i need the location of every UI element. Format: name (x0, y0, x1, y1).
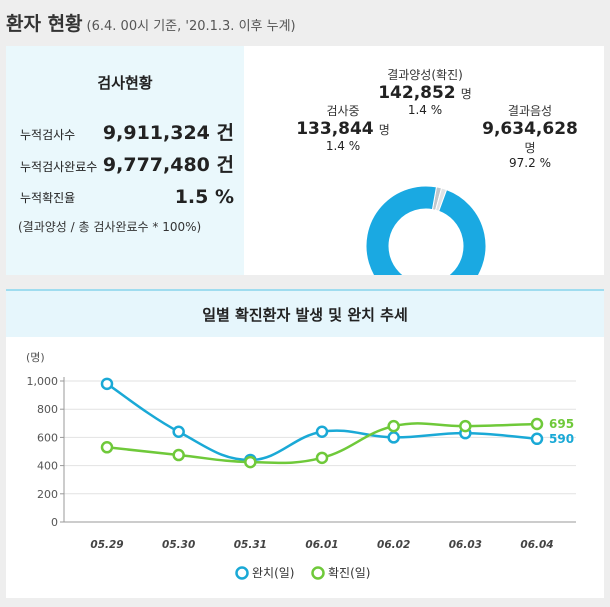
data-point (244, 455, 257, 469)
stat-label: 누적검사수 (20, 128, 76, 142)
x-tick-label: 05.31 (234, 539, 267, 551)
header: 환자 현황 (6.4. 00시 기준, '20.1.3. 이후 누계) (0, 0, 610, 46)
stat-row-positive-rate: 누적확진율 1.5 % (20, 182, 234, 208)
y-tick-label: 800 (37, 403, 58, 416)
x-tick-label: 06.04 (520, 539, 553, 551)
test-status-box: 검사현황 누적검사수 9,911,324 건 누적검사완료수 9,777,480… (6, 46, 244, 275)
donut-label-negative: 결과음성 9,634,628 명 97.2 % (480, 102, 580, 170)
trend-panel: 일별 확진환자 발생 및 완치 추세 (명) 0 200 400 600 800 1,000… (6, 289, 604, 598)
x-tick-label: 05.29 (90, 539, 123, 551)
line-chart: (명) 0 200 400 600 800 1,000 05.29 05.30 05.31 06.0… (26, 351, 576, 580)
legend-label: 확진(일) (328, 566, 370, 580)
label-number: 133,844 (296, 119, 374, 139)
y-tick-label: 400 (37, 460, 58, 473)
stat-label: 누적확진율 (20, 191, 76, 205)
stat-label: 누적검사완료수 (20, 160, 98, 174)
x-tick-label: 06.01 (305, 539, 338, 551)
x-tick-label: 06.02 (377, 539, 410, 551)
label-number: 9,634,628 (482, 119, 578, 139)
label-percent: 97.2 % (509, 156, 551, 170)
series-end-label: 695 (549, 417, 574, 431)
y-tick-label: 1,000 (27, 375, 59, 388)
label-name: 결과양성(확진) (387, 68, 463, 82)
legend-label: 완치(일) (252, 566, 294, 580)
data-point (387, 431, 400, 444)
label-unit: 명 (524, 141, 536, 155)
y-tick-label: 600 (37, 431, 58, 444)
test-status-title: 검사현황 (97, 74, 153, 92)
data-point (530, 417, 544, 431)
label-name: 검사중 (326, 104, 360, 118)
data-point (172, 425, 185, 439)
data-point (387, 419, 400, 433)
y-axis-unit: (명) (26, 351, 45, 364)
stat-value: 9,911,324 건 (102, 122, 234, 144)
chart-title: 일별 확진환자 발생 및 완치 추세 (202, 306, 408, 324)
chart-header: 일별 확진환자 발생 및 완치 추세 (6, 289, 604, 337)
stat-value: 1.5 % (174, 186, 234, 208)
label-name: 결과음성 (507, 104, 553, 118)
page-subtitle: (6.4. 00시 기준, '20.1.3. 이후 누계) (86, 19, 296, 34)
y-tick-label: 0 (51, 516, 58, 529)
stat-value: 9,777,480 건 (102, 154, 234, 176)
donut-area: 결과양성(확진) 142,852 명 1.4 % 검사중 133,844 명 1… (244, 46, 604, 275)
page-title: 환자 현황 (6.4. 00시 기준, '20.1.3. 이후 누계) (6, 13, 296, 35)
summary-panel: 검사현황 누적검사수 9,911,324 건 누적검사완료수 9,777,480… (6, 46, 604, 275)
donut-chart (365, 185, 487, 275)
label-percent: 1.4 % (325, 139, 361, 153)
x-tick-label: 06.03 (449, 539, 482, 551)
label-percent: 1.4 % (407, 103, 443, 117)
legend-marker (311, 566, 325, 580)
donut-label-testing: 검사중 133,844 명 1.4 % (290, 102, 396, 153)
rate-formula-note: (결과양성 / 총 검사완료수 * 100%) (18, 220, 202, 234)
data-point (315, 425, 329, 439)
series-end-label: 590 (549, 432, 574, 446)
data-point (315, 451, 329, 465)
data-point (530, 432, 544, 446)
legend-marker (235, 566, 249, 580)
data-point (100, 441, 114, 454)
series-line-0 (106, 382, 538, 462)
stat-row-total-tests: 누적검사수 9,911,324 건 (20, 119, 234, 145)
data-point (172, 448, 185, 462)
data-point (100, 377, 114, 391)
x-tick-label: 05.30 (162, 539, 195, 551)
stat-row-completed-tests: 누적검사완료수 9,777,480 건 (20, 151, 234, 177)
label-number: 142,852 (378, 83, 456, 103)
label-unit: 명 (378, 123, 390, 137)
donut-slice-negative (365, 185, 487, 275)
y-tick-label: 200 (37, 488, 58, 501)
donut-label-positive: 결과양성(확진) 142,852 명 1.4 % (366, 66, 484, 117)
label-unit: 명 (460, 87, 472, 101)
data-point (459, 419, 472, 433)
